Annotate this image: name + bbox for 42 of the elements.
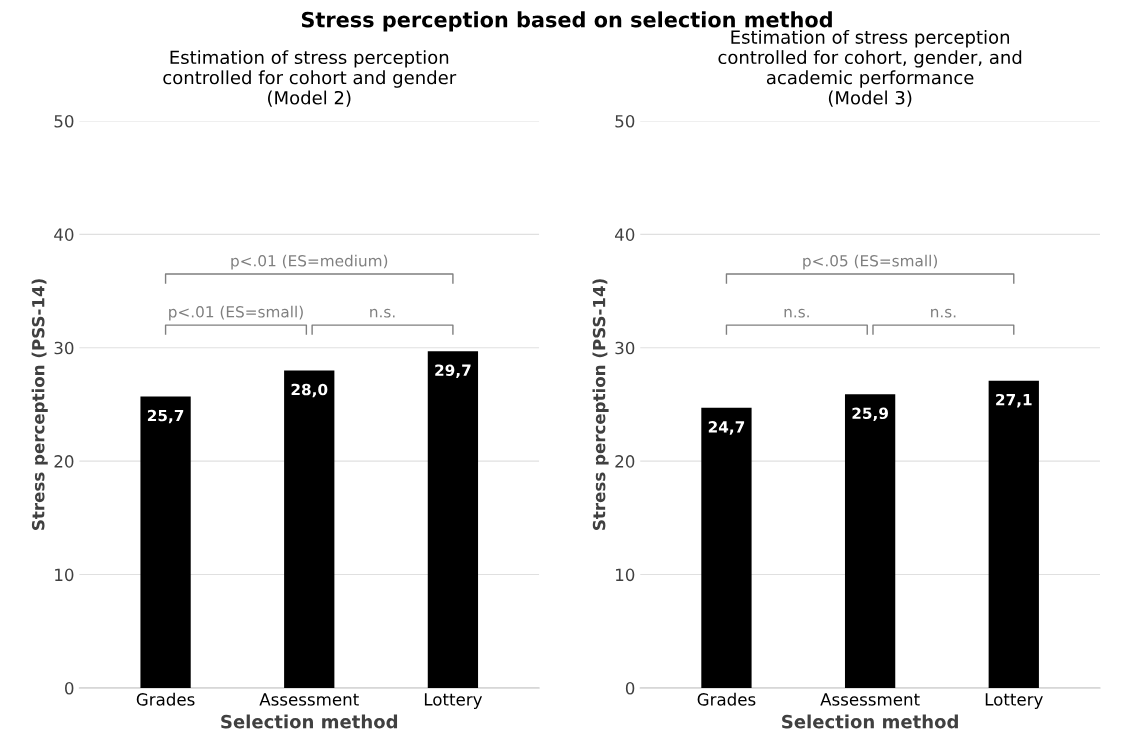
- y-tick-label: 40: [54, 228, 74, 241]
- annotation: p<.05 (ES=small): [803, 254, 938, 270]
- y-axis-title: Stress perception (PSS-14): [592, 279, 609, 530]
- y-tick-label: 50: [54, 114, 74, 128]
- data-label: 27,1: [996, 393, 1032, 408]
- x-tick-label: Lottery: [424, 693, 483, 709]
- chart-subtitle: Estimation of stress perception controlled for cohort and gender (Model 2): [163, 50, 457, 107]
- x-axis-title: Selection method: [782, 714, 958, 729]
- bar: [988, 380, 1039, 688]
- x-tick-label: Lottery: [985, 693, 1043, 709]
- x-tick-label: Grades: [136, 692, 195, 706]
- x-tick-label: Assessment: [820, 693, 920, 706]
- data-label: 28,0: [291, 383, 328, 398]
- data-label: 25,9: [852, 407, 888, 422]
- x-tick-label: Grades: [697, 692, 756, 706]
- annotation: n.s.: [370, 308, 395, 318]
- y-tick-label: 50: [615, 114, 635, 128]
- bar: [140, 396, 191, 688]
- data-label: 29,7: [435, 364, 471, 378]
- annotation: p<.01 (ES=medium): [231, 254, 388, 270]
- bar: [844, 394, 896, 688]
- y-tick-label: 20: [615, 455, 635, 468]
- chart-subtitle: Estimation of stress perception controlled for cohort, gender, and academic performance (Model 3): [718, 29, 1022, 107]
- data-label: 24,7: [708, 421, 745, 435]
- bar: [701, 407, 752, 688]
- x-axis-title: Selection method: [221, 714, 398, 729]
- y-tick-label: 0: [625, 681, 635, 695]
- y-tick-label: 30: [615, 341, 635, 355]
- bar: [284, 370, 335, 688]
- x-tick-label: Assessment: [259, 693, 359, 706]
- y-tick-label: 10: [616, 568, 635, 582]
- annotation: n.s.: [931, 308, 956, 318]
- y-axis-title: Stress perception (PSS-14): [31, 279, 48, 530]
- y-tick-label: 30: [54, 341, 74, 355]
- data-label: 25,7: [147, 409, 184, 424]
- y-tick-label: 10: [55, 568, 74, 582]
- annotation: n.s.: [784, 308, 809, 318]
- bar: [427, 351, 479, 688]
- y-tick-label: 0: [65, 681, 74, 695]
- annotation: p<.01 (ES=small): [169, 305, 303, 321]
- y-tick-label: 20: [54, 455, 74, 468]
- y-tick-label: 40: [615, 228, 635, 241]
